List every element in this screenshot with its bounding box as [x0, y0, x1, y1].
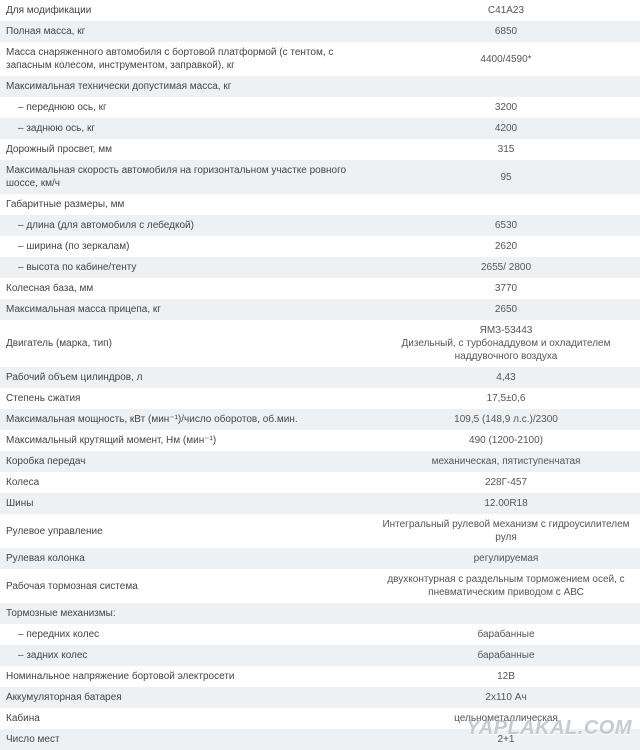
- row-value: 2+1: [372, 729, 640, 750]
- row-label: Максимальный крутящий момент, Нм (мин⁻¹): [0, 430, 372, 451]
- row-label: Рулевая колонка: [0, 548, 372, 569]
- table-row: Тормозные механизмы:: [0, 603, 640, 624]
- row-label: – переднюю ось, кг: [0, 97, 372, 118]
- row-label: Двигатель (марка, тип): [0, 320, 372, 367]
- table-row: Рабочий объем цилиндров, л4,43: [0, 367, 640, 388]
- table-row: – заднюю ось, кг4200: [0, 118, 640, 139]
- row-label: – задних колес: [0, 645, 372, 666]
- table-row: Рулевое управлениеИнтегральный рулевой м…: [0, 514, 640, 548]
- row-label: Тормозные механизмы:: [0, 603, 372, 624]
- row-value: двухконтурная с раздельным торможением о…: [372, 569, 640, 603]
- row-value: Интегральный рулевой механизм с гидроуси…: [372, 514, 640, 548]
- table-row: Рулевая колонкарегулируемая: [0, 548, 640, 569]
- table-row: Рабочая тормозная системадвухконтурная с…: [0, 569, 640, 603]
- row-value: цельнометаллическая: [372, 708, 640, 729]
- table-row: – высота по кабине/тенту2655/ 2800: [0, 257, 640, 278]
- row-label: Степень сжатия: [0, 388, 372, 409]
- table-row: Максимальная скорость автомобиля на гори…: [0, 160, 640, 194]
- row-value: 12.00R18: [372, 493, 640, 514]
- table-row: Число мест2+1: [0, 729, 640, 750]
- row-label: – ширина (по зеркалам): [0, 236, 372, 257]
- row-value: 17,5±0,6: [372, 388, 640, 409]
- row-value: 2655/ 2800: [372, 257, 640, 278]
- table-row: Двигатель (марка, тип)ЯМЗ-53443 Дизельны…: [0, 320, 640, 367]
- table-row: Колеса228Г-457: [0, 472, 640, 493]
- row-label: Максимальная мощность, кВт (мин⁻¹)/число…: [0, 409, 372, 430]
- row-value: 109,5 (148,9 л.с.)/2300: [372, 409, 640, 430]
- row-label: Коробка передач: [0, 451, 372, 472]
- table-row: – задних колесбарабанные: [0, 645, 640, 666]
- table-row: Аккумуляторная батарея2х110 Ач: [0, 687, 640, 708]
- row-value: ЯМЗ-53443 Дизельный, с турбонаддувом и о…: [372, 320, 640, 367]
- table-row: Максимальная масса прицепа, кг2650: [0, 299, 640, 320]
- row-label: Для модификации: [0, 0, 372, 21]
- row-value: 6850: [372, 21, 640, 42]
- row-label: Габаритные размеры, мм: [0, 194, 372, 215]
- row-value: 4200: [372, 118, 640, 139]
- table-row: Коробка передачмеханическая, пятиступенч…: [0, 451, 640, 472]
- row-value: С41А23: [372, 0, 640, 21]
- row-value: 3770: [372, 278, 640, 299]
- table-row: Степень сжатия17,5±0,6: [0, 388, 640, 409]
- row-value: [372, 194, 640, 215]
- table-row: – ширина (по зеркалам)2620: [0, 236, 640, 257]
- row-value: барабанные: [372, 624, 640, 645]
- row-label: Рабочий объем цилиндров, л: [0, 367, 372, 388]
- row-value: [372, 603, 640, 624]
- row-value: 490 (1200-2100): [372, 430, 640, 451]
- row-value: [372, 76, 640, 97]
- row-value: регулируемая: [372, 548, 640, 569]
- row-value: барабанные: [372, 645, 640, 666]
- table-row: Масса снаряженного автомобиля с бортовой…: [0, 42, 640, 76]
- row-label: Рабочая тормозная система: [0, 569, 372, 603]
- row-label: Максимальная скорость автомобиля на гори…: [0, 160, 372, 194]
- row-label: Максимальная масса прицепа, кг: [0, 299, 372, 320]
- row-value: 95: [372, 160, 640, 194]
- table-row: – длина (для автомобиля с лебедкой)6530: [0, 215, 640, 236]
- row-value: 4400/4590*: [372, 42, 640, 76]
- table-row: Кабинацельнометаллическая: [0, 708, 640, 729]
- row-value: 2х110 Ач: [372, 687, 640, 708]
- row-label: – передних колес: [0, 624, 372, 645]
- table-row: Шины12.00R18: [0, 493, 640, 514]
- row-value: 6530: [372, 215, 640, 236]
- row-label: – заднюю ось, кг: [0, 118, 372, 139]
- row-value: 12В: [372, 666, 640, 687]
- row-label: Кабина: [0, 708, 372, 729]
- table-row: Дорожный просвет, мм315: [0, 139, 640, 160]
- table-row: Для модификацииС41А23: [0, 0, 640, 21]
- row-value: механическая, пятиступенчатая: [372, 451, 640, 472]
- table-row: Габаритные размеры, мм: [0, 194, 640, 215]
- table-row: Колесная база, мм3770: [0, 278, 640, 299]
- row-label: Колесная база, мм: [0, 278, 372, 299]
- table-row: Максимальная технически допустимая масса…: [0, 76, 640, 97]
- row-label: Рулевое управление: [0, 514, 372, 548]
- row-value: 2620: [372, 236, 640, 257]
- row-label: Масса снаряженного автомобиля с бортовой…: [0, 42, 372, 76]
- spec-table-container: { "table": { "col_widths_px": [360, 280]…: [0, 0, 640, 750]
- row-label: – длина (для автомобиля с лебедкой): [0, 215, 372, 236]
- row-label: Аккумуляторная батарея: [0, 687, 372, 708]
- table-row: Полная масса, кг6850: [0, 21, 640, 42]
- row-label: Полная масса, кг: [0, 21, 372, 42]
- row-label: Шины: [0, 493, 372, 514]
- row-value: 228Г-457: [372, 472, 640, 493]
- row-label: Максимальная технически допустимая масса…: [0, 76, 372, 97]
- row-label: Число мест: [0, 729, 372, 750]
- row-label: – высота по кабине/тенту: [0, 257, 372, 278]
- row-label: Номинальное напряжение бортовой электрос…: [0, 666, 372, 687]
- table-row: Номинальное напряжение бортовой электрос…: [0, 666, 640, 687]
- table-row: – передних колесбарабанные: [0, 624, 640, 645]
- table-row: Максимальная мощность, кВт (мин⁻¹)/число…: [0, 409, 640, 430]
- table-row: – переднюю ось, кг3200: [0, 97, 640, 118]
- row-value: 315: [372, 139, 640, 160]
- row-value: 2650: [372, 299, 640, 320]
- row-label: Колеса: [0, 472, 372, 493]
- row-value: 4,43: [372, 367, 640, 388]
- row-label: Дорожный просвет, мм: [0, 139, 372, 160]
- row-value: 3200: [372, 97, 640, 118]
- table-row: Максимальный крутящий момент, Нм (мин⁻¹)…: [0, 430, 640, 451]
- spec-table: Для модификацииС41А23Полная масса, кг685…: [0, 0, 640, 750]
